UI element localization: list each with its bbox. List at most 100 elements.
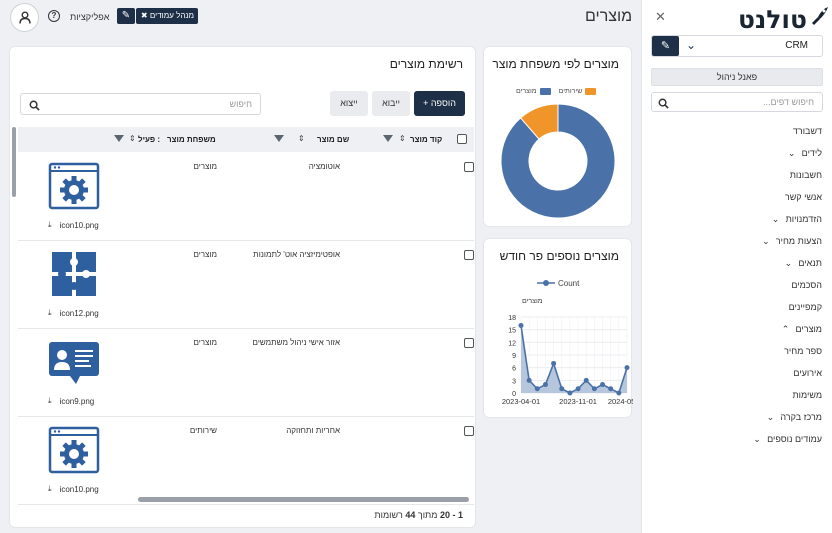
- download-icon[interactable]: ⤓: [48, 396, 52, 405]
- select-all-checkbox[interactable]: [457, 134, 467, 144]
- page-search-input[interactable]: חיפוש דפים...: [651, 92, 823, 112]
- data-point[interactable]: [526, 377, 532, 383]
- data-point[interactable]: [600, 382, 606, 388]
- sidebar-item[interactable]: ⌄ הזדמנויות: [652, 208, 822, 230]
- pagination-summary: 1 - 20 מתוך 44 רשומות: [374, 510, 463, 520]
- download-icon[interactable]: ⤓: [48, 484, 52, 493]
- search-icon: [658, 96, 669, 114]
- help-icon[interactable]: ?: [48, 10, 60, 22]
- pie-slice[interactable]: [519, 103, 559, 140]
- row-checkbox[interactable]: [464, 338, 474, 348]
- data-point[interactable]: [591, 386, 597, 392]
- column-header-name[interactable]: שם מוצר: [317, 135, 350, 144]
- sidebar-item[interactable]: ⌄ מרכז בקרה: [652, 406, 822, 428]
- sidebar-item[interactable]: חשבונות: [652, 164, 822, 186]
- sidebar-item[interactable]: דשבורד: [652, 120, 822, 142]
- data-point[interactable]: [567, 390, 573, 396]
- management-panel-button[interactable]: פאנל ניהול: [651, 68, 823, 86]
- data-point[interactable]: [534, 386, 540, 392]
- sort-icon[interactable]: ⇕: [399, 134, 406, 143]
- filter-icon[interactable]: [274, 135, 284, 142]
- file-link[interactable]: ⤓ icon10.png: [48, 484, 99, 494]
- edit-icon[interactable]: ✎: [652, 36, 679, 56]
- close-icon[interactable]: ✕: [655, 9, 666, 24]
- sidebar-item-label: חשבונות: [789, 170, 822, 180]
- apps-link[interactable]: אפליקציות: [70, 12, 110, 22]
- export-button[interactable]: ייצוא: [330, 91, 368, 116]
- download-icon[interactable]: ⤓: [48, 308, 52, 317]
- vertical-scrollbar[interactable]: [12, 127, 16, 197]
- products-by-family-card: מוצרים לפי משפחת מוצר שירותים מוצרים: [483, 46, 632, 227]
- list-search-input[interactable]: חיפוש: [20, 93, 261, 115]
- data-point[interactable]: [583, 377, 589, 383]
- chevron-down-icon[interactable]: ⌄: [771, 213, 780, 224]
- import-button[interactable]: ייבוא: [372, 91, 410, 116]
- edit-page-button[interactable]: ✎: [117, 8, 135, 24]
- cell-product-name[interactable]: אופטימיזציה אוט' לתמונות: [253, 250, 340, 259]
- x-tick-label: 2024-05-01: [608, 397, 633, 406]
- download-icon[interactable]: ⤓: [48, 220, 52, 229]
- y-tick-label: 0: [512, 391, 516, 398]
- data-point[interactable]: [542, 382, 548, 388]
- chevron-down-icon[interactable]: ⌄: [784, 257, 793, 268]
- data-point[interactable]: [624, 365, 630, 371]
- data-point[interactable]: [575, 386, 581, 392]
- table-row[interactable]: אזור אישי ניהול משתמשים מוצרים ⤓ icon9.png: [18, 329, 474, 417]
- file-link[interactable]: ⤓ icon12.png: [48, 308, 99, 318]
- file-link[interactable]: ⤓ icon10.png: [48, 220, 99, 230]
- sidebar-item[interactable]: אירועים: [652, 362, 822, 384]
- sidebar-item[interactable]: ⌄ עמודים נוספים: [652, 428, 822, 450]
- sidebar-item[interactable]: משימות: [652, 384, 822, 406]
- area-chart: Count מוצרים 0 3 6 9 12 15 18 2023-04-01 2023-11-0…: [502, 279, 633, 406]
- cell-product-name[interactable]: אוטומציה: [308, 162, 340, 171]
- column-header-family[interactable]: משפחת מוצר: [167, 135, 216, 144]
- pie-slice[interactable]: [500, 103, 616, 219]
- table-row[interactable]: אוטומציה מוצרים ⤓ icon10.png: [18, 153, 474, 241]
- chevron-down-icon[interactable]: ⌄: [753, 433, 761, 444]
- legend-item-services[interactable]: שירותים: [559, 88, 597, 95]
- sidebar-item[interactable]: ⌃ מוצרים: [652, 318, 822, 340]
- filter-icon[interactable]: [114, 135, 124, 142]
- sort-icon[interactable]: ⇕: [298, 134, 305, 143]
- chevron-down-icon[interactable]: ⌄: [686, 38, 697, 52]
- list-title: רשימת מוצרים: [389, 57, 463, 71]
- file-link[interactable]: ⤓ icon9.png: [48, 396, 94, 406]
- data-point[interactable]: [518, 322, 524, 328]
- sidebar-item[interactable]: ⌄ תנאים: [652, 252, 822, 274]
- table-row[interactable]: אופטימיזציה אוט' לתמונות מוצרים ⤓ icon12.pn…: [18, 241, 474, 329]
- column-manager-button[interactable]: מנהל עמודים ✖: [136, 8, 198, 24]
- row-checkbox[interactable]: [464, 162, 474, 172]
- sidebar-item[interactable]: ⌄ הצעות מחיר: [652, 230, 822, 252]
- column-header-active[interactable]: : פעיל: [138, 135, 161, 144]
- sort-icon[interactable]: ⇕: [129, 134, 136, 143]
- sidebar-item[interactable]: ספר מחיר: [652, 340, 822, 362]
- sidebar-item[interactable]: הסכמים: [652, 274, 822, 296]
- file-name: icon12.png: [59, 308, 99, 318]
- cell-product-name[interactable]: אחריות ותחזוקה: [286, 426, 340, 435]
- row-checkbox[interactable]: [464, 250, 474, 260]
- chevron-up-icon[interactable]: ⌃: [781, 323, 790, 334]
- data-point[interactable]: [616, 390, 622, 396]
- chevron-down-icon[interactable]: ⌄: [787, 147, 796, 158]
- puzzle-icon: [48, 250, 100, 298]
- filter-icon[interactable]: [383, 135, 393, 142]
- data-point[interactable]: [559, 386, 565, 392]
- cell-product-family: מוצרים: [193, 338, 217, 347]
- column-header-code[interactable]: קוד מוצר: [410, 135, 443, 144]
- legend-item-products[interactable]: מוצרים: [516, 88, 551, 95]
- sidebar-item[interactable]: ⌄ לידים: [652, 142, 822, 164]
- cell-product-name[interactable]: אזור אישי ניהול משתמשים: [252, 338, 340, 347]
- chevron-down-icon[interactable]: ⌄: [762, 235, 770, 246]
- sidebar-item[interactable]: קמפיינים: [652, 296, 822, 318]
- user-button[interactable]: [10, 3, 39, 32]
- row-checkbox[interactable]: [464, 426, 474, 436]
- table-header: קוד מוצר ⇕ שם מוצר ⇕ משפחת מוצר : פעיל ⇕: [18, 127, 474, 152]
- sidebar-item[interactable]: אנשי קשר: [652, 186, 822, 208]
- data-point[interactable]: [551, 360, 557, 366]
- chevron-down-icon[interactable]: ⌄: [766, 411, 775, 422]
- table-row[interactable]: אחריות ותחזוקה שירותים ⤓ icon10.png: [18, 417, 474, 505]
- data-point[interactable]: [608, 386, 614, 392]
- horizontal-scrollbar[interactable]: [138, 497, 469, 502]
- add-button[interactable]: + הוספה: [414, 91, 465, 116]
- module-selector[interactable]: ✎ ⌄ CRM: [651, 35, 823, 57]
